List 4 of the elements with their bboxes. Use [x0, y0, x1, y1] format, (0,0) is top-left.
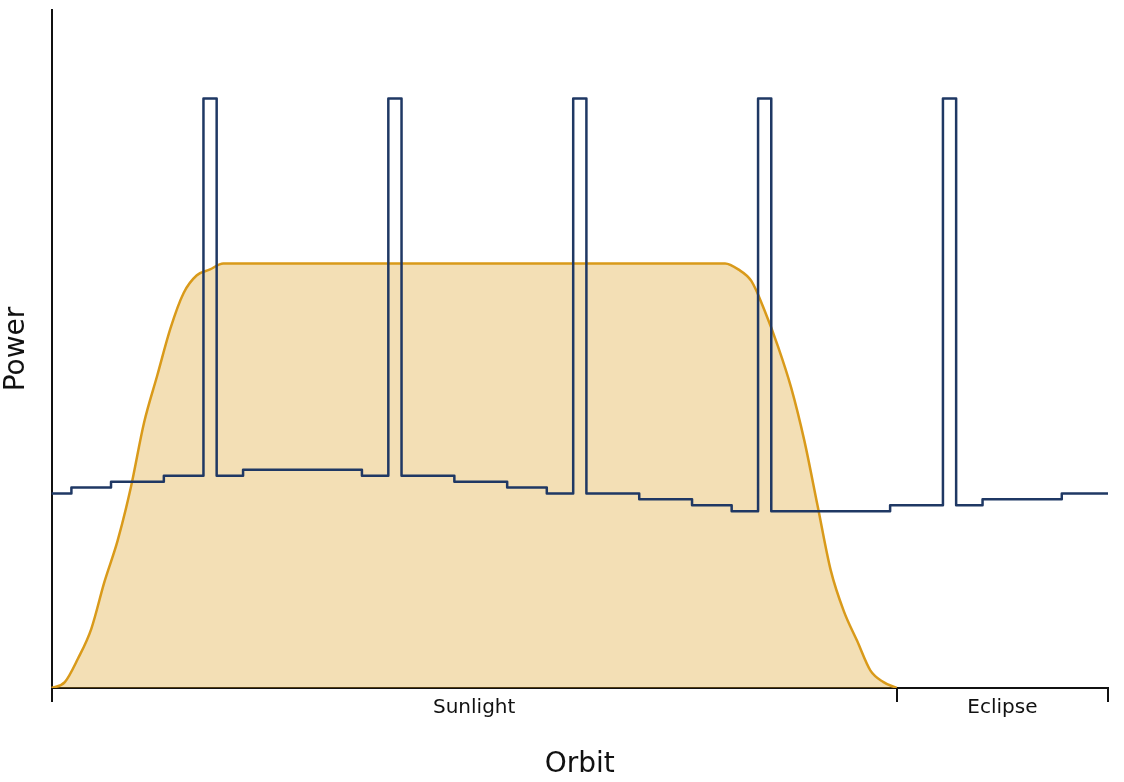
text: Sunlight [432, 694, 516, 719]
text: Eclipse [967, 694, 1038, 719]
y-axis-title: Power [0, 306, 32, 392]
x-axis-title: Orbit [544, 746, 615, 780]
